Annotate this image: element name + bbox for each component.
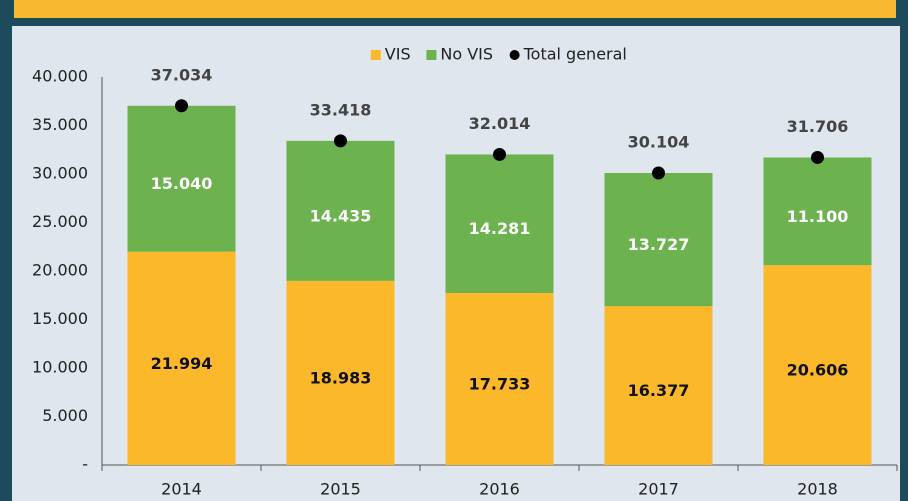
legend-marker xyxy=(509,50,520,60)
data-label: 14.281 xyxy=(469,219,531,238)
data-label: 15.040 xyxy=(151,174,213,193)
data-label: 13.727 xyxy=(628,235,690,254)
data-label: 11.100 xyxy=(787,207,849,226)
data-label: 18.983 xyxy=(310,368,372,387)
bar-segment xyxy=(604,172,713,307)
bar-segment xyxy=(445,292,554,465)
y-tick-label: 35.000 xyxy=(32,115,88,134)
bar-segment xyxy=(445,154,554,293)
bar-segment xyxy=(127,251,236,465)
legend-label: VIS xyxy=(385,45,411,64)
data-label: 14.435 xyxy=(310,206,372,225)
x-tick-label: 2014 xyxy=(161,480,202,499)
x-tick-label: 2016 xyxy=(479,480,520,499)
data-label: 17.733 xyxy=(469,374,531,393)
title-banner xyxy=(14,0,896,18)
y-tick-label: 40.000 xyxy=(32,67,88,86)
bar-segment xyxy=(763,157,872,266)
data-label: 37.034 xyxy=(151,65,213,84)
data-label: 20.606 xyxy=(787,361,849,380)
y-tick-label: 25.000 xyxy=(32,212,88,231)
y-tick-label: 15.000 xyxy=(32,309,88,328)
data-label: 32.014 xyxy=(469,114,531,133)
bar-segment xyxy=(286,280,395,465)
legend-label: No VIS xyxy=(440,45,493,64)
bar-segment xyxy=(127,105,236,252)
total-marker xyxy=(175,99,188,113)
data-label: 16.377 xyxy=(628,381,690,400)
x-tick-label: 2018 xyxy=(797,480,838,499)
total-marker xyxy=(334,134,347,148)
total-marker xyxy=(652,166,665,180)
legend-marker xyxy=(370,50,381,60)
bar-segment xyxy=(604,306,713,465)
data-label: 21.994 xyxy=(151,354,213,373)
x-tick-label: 2017 xyxy=(638,480,679,499)
x-tick-label: 2015 xyxy=(320,480,361,499)
legend-marker xyxy=(426,50,437,60)
total-marker xyxy=(811,150,824,164)
data-label: 33.418 xyxy=(310,100,372,119)
data-label: 31.706 xyxy=(787,117,849,136)
y-tick-label: 20.000 xyxy=(32,261,88,280)
y-tick-label: - xyxy=(82,455,88,474)
legend-label: Total general xyxy=(523,45,627,64)
y-tick-label: 5.000 xyxy=(42,406,88,425)
total-marker xyxy=(493,147,506,161)
y-tick-label: 30.000 xyxy=(32,164,88,183)
data-label: 30.104 xyxy=(628,132,690,151)
y-tick-label: 10.000 xyxy=(32,358,88,377)
bar-segment xyxy=(286,140,395,281)
bar-segment xyxy=(763,265,872,465)
